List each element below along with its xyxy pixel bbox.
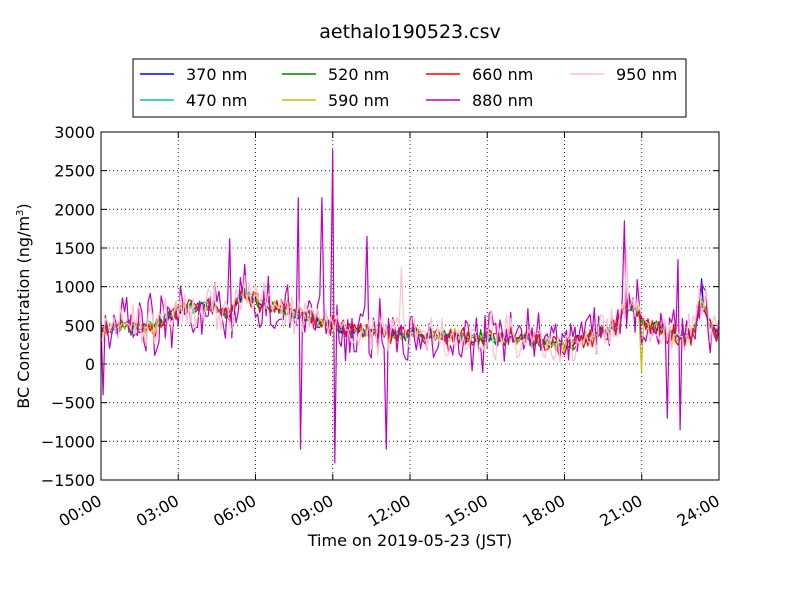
y-tick-label: −1500 <box>41 471 95 490</box>
y-axis-label-close: ) <box>14 203 33 209</box>
y-axis-label-main: BC Concentration (ng/m <box>14 216 33 409</box>
y-tick-label: 2500 <box>54 162 95 181</box>
y-axis-label-superscript: 3 <box>15 210 26 216</box>
plot-area-frame <box>100 131 720 481</box>
legend-label-370-nm: 370 nm <box>186 65 247 84</box>
y-tick-label: 1500 <box>54 239 95 258</box>
y-tick-label: −500 <box>51 394 95 413</box>
y-tick-label: 1000 <box>54 278 95 297</box>
legend: 370 nm 470 nm 520 nm 590 nm 660 nm 880 nm 950 … <box>132 58 687 118</box>
chart-title: aethalo190523.csv <box>319 21 501 43</box>
y-tick-label: −1000 <box>41 432 95 451</box>
series-line-950-nm <box>101 248 719 363</box>
series-lines <box>101 149 719 464</box>
series-line-880-nm <box>101 149 719 464</box>
x-axis-label: Time on 2019-05-23 (JST) <box>307 531 512 550</box>
legend-label-470-nm: 470 nm <box>186 91 247 110</box>
y-tick-label: 0 <box>85 355 95 374</box>
legend-label-880-nm: 880 nm <box>472 91 533 110</box>
y-tick-label: 3000 <box>54 123 95 142</box>
legend-label-590-nm: 590 nm <box>328 91 389 110</box>
legend-frame <box>132 58 687 118</box>
legend-label-660-nm: 660 nm <box>472 65 533 84</box>
legend-label-520-nm: 520 nm <box>328 65 389 84</box>
y-tick-label: 500 <box>64 316 95 335</box>
y-axis-ticks: −1500 −1000 −500 0 500 1000 1500 2000 2500 3000 <box>41 123 719 490</box>
legend-label-950-nm: 950 nm <box>616 65 677 84</box>
y-tick-label: 2000 <box>54 200 95 219</box>
y-axis-label: BC Concentration (ng/m3) <box>14 203 33 408</box>
